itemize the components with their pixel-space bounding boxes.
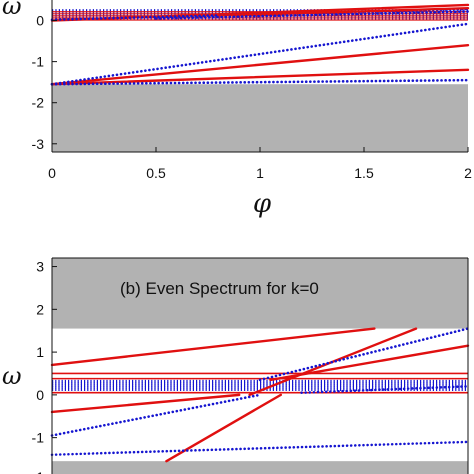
- x-axis-label: φ: [253, 189, 272, 219]
- panel-a: 0-1-2-30 0.5 1 1.5 2φω: [2, 0, 472, 219]
- x-tick-label: 1.5: [354, 165, 374, 181]
- y-tick-label: -1: [32, 54, 45, 70]
- y-tick-label: 3: [36, 259, 44, 275]
- red-mode-line: [217, 7, 470, 17]
- red-mode-line: [269, 344, 470, 382]
- red-mode-line: [50, 393, 241, 414]
- x-tick-label: 2: [464, 165, 472, 181]
- y-tick-label: 0: [36, 13, 44, 29]
- blue-mode-dotted-line: [154, 10, 470, 20]
- red-mode-line: [50, 43, 470, 86]
- blue-mode-dotted-line: [300, 385, 470, 395]
- y-axis-label: ω: [2, 0, 22, 20]
- red-mode-line: [50, 68, 470, 86]
- blue-mode-dotted-line: [50, 440, 470, 457]
- x-tick-label: 0: [48, 165, 56, 181]
- red-mode-line: [50, 327, 376, 367]
- y-tick-label: -1: [32, 469, 45, 474]
- y-tick-label: -2: [32, 95, 45, 111]
- gray-band-upper: [52, 258, 468, 329]
- y-tick-label: 1: [36, 344, 44, 360]
- gray-continuum-band: [52, 84, 468, 152]
- panel-b: 3 2 1 0 -1 -1 (b) Even Spectrum for k=0 ω: [2, 257, 470, 474]
- panel-title: (b) Even Spectrum for k=0: [120, 279, 319, 298]
- blue-mode-dotted-line: [50, 22, 470, 86]
- blue-mode-dotted-line: [50, 393, 262, 437]
- gray-band-lower: [52, 461, 468, 474]
- y-tick-label: -1: [32, 430, 45, 446]
- y-tick-label: -3: [32, 136, 45, 152]
- x-tick-label: 0.5: [146, 165, 166, 181]
- y-axis-label: ω: [2, 362, 22, 390]
- y-tick-label: 2: [36, 301, 44, 317]
- blue-mode-dotted-line: [258, 327, 470, 382]
- x-tick-label: 1: [256, 165, 264, 181]
- blue-mode-dotted-line: [50, 78, 470, 86]
- y-tick-label: 0: [36, 387, 44, 403]
- red-mode-line: [165, 393, 282, 463]
